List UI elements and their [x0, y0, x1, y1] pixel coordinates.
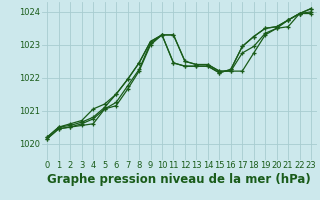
X-axis label: Graphe pression niveau de la mer (hPa): Graphe pression niveau de la mer (hPa): [47, 173, 311, 186]
